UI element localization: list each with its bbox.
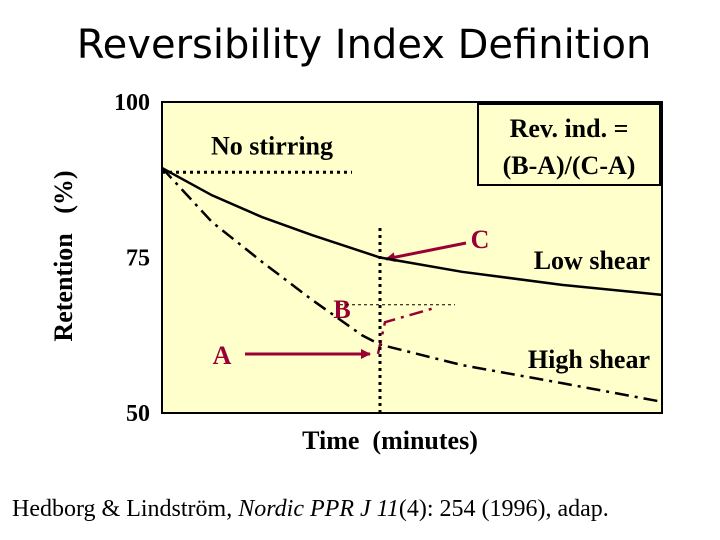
y-tick-label: 75 (126, 246, 150, 272)
series-label: No stirring (211, 131, 333, 160)
source-part: Hedborg & Lindström, (12, 496, 238, 522)
line (161, 167, 663, 404)
source-part: (4): 254 (1996), adap. (399, 496, 609, 522)
x-axis-label: Time (minutes) (302, 426, 478, 455)
y-tick-label: 100 (114, 90, 150, 116)
formula: (B-A)/(C-A) (503, 151, 636, 180)
point-label: B (333, 295, 350, 324)
series-label: High shear (528, 345, 650, 374)
chart-title: Reversibility Index Definition (77, 22, 652, 68)
arrow (385, 241, 467, 263)
formula-box (477, 103, 661, 186)
formula-label: Rev. ind. = (510, 114, 629, 143)
line (376, 306, 438, 355)
point-label: A (213, 341, 232, 370)
line (161, 166, 663, 297)
y-tick-label: 50 (126, 401, 150, 427)
y-axis-label: Retention (%) (49, 170, 78, 341)
source: Hedborg & Lindström, Nordic PPR J 11(4):… (12, 496, 609, 522)
source-part: Nordic PPR J 11 (237, 496, 399, 522)
series-label: Low shear (534, 246, 650, 275)
point-label: C (471, 225, 490, 254)
